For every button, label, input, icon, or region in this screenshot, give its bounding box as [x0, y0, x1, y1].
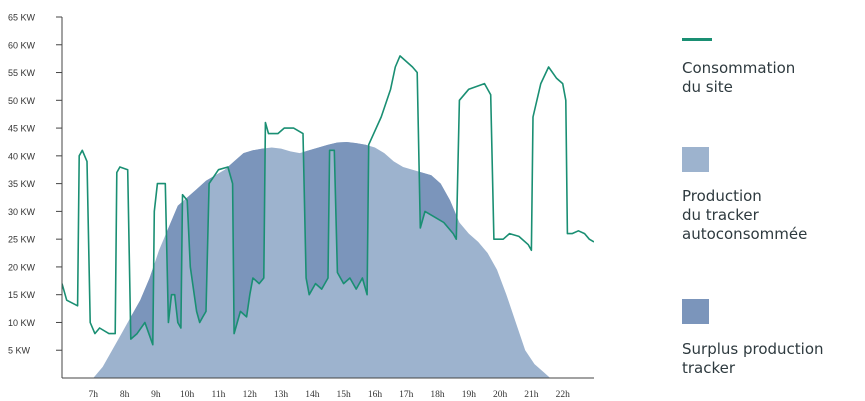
selfconsumed-swatch [682, 147, 709, 172]
x-tick-label: 10h [180, 390, 195, 400]
surplus-swatch [682, 299, 709, 324]
x-tick-label: 12h [243, 390, 258, 400]
x-tick-label: 20h [493, 390, 508, 400]
y-tick-label: 30 KW [8, 207, 36, 217]
y-tick-label: 45 KW [8, 124, 36, 134]
y-tick-label: 10 KW [8, 318, 36, 328]
y-tick-label: 20 KW [8, 262, 36, 272]
x-tick-label: 17h [399, 390, 414, 400]
y-tick-label: 5 KW [8, 346, 31, 356]
y-tick-label: 35 KW [8, 179, 36, 189]
x-tick-label: 15h [337, 390, 352, 400]
y-tick-label: 50 KW [8, 96, 36, 106]
legend: Consommation du site Production du track… [682, 0, 865, 401]
legend-label-consumption: Consommation du site [682, 59, 796, 96]
x-tick-label: 16h [368, 390, 383, 400]
legend-label-selfconsumed: Production du tracker autoconsommée [682, 187, 808, 243]
y-tick-label: 60 KW [8, 40, 36, 50]
consumption-swatch [682, 38, 712, 41]
x-tick-label: 11h [212, 390, 226, 400]
y-tick-label: 15 KW [8, 290, 36, 300]
x-tick-label: 22h [556, 390, 571, 400]
x-tick-label: 13h [274, 390, 289, 400]
y-tick-label: 55 KW [8, 68, 36, 78]
legend-label-surplus: Surplus production tracker [682, 340, 824, 377]
x-tick-label: 18h [430, 390, 445, 400]
x-tick-label: 9h [151, 390, 161, 400]
y-tick-label: 25 KW [8, 235, 36, 245]
y-axis-ticks: 65 KW 60 KW 55 KW 50 KW 45 KW 40 KW 35 KW 30 KW… [8, 13, 62, 356]
x-axis-ticks: 7h 8h 9h 10h 11h 12h 13h 14h 15h 16h 17h 18h 19h 20h 2… [89, 390, 571, 400]
consumption-line [62, 55, 594, 346]
y-tick-label: 40 KW [8, 151, 36, 161]
x-tick-label: 7h [89, 390, 99, 400]
x-tick-label: 14h [305, 390, 320, 400]
x-tick-label: 21h [524, 390, 539, 400]
x-tick-label: 19h [462, 390, 477, 400]
x-tick-label: 8h [120, 390, 130, 400]
energy-chart: 65 KW 60 KW 55 KW 50 KW 45 KW 40 KW 35 KW 30 KW… [8, 13, 594, 400]
y-tick-label: 65 KW [8, 13, 36, 23]
axes [61, 17, 594, 379]
